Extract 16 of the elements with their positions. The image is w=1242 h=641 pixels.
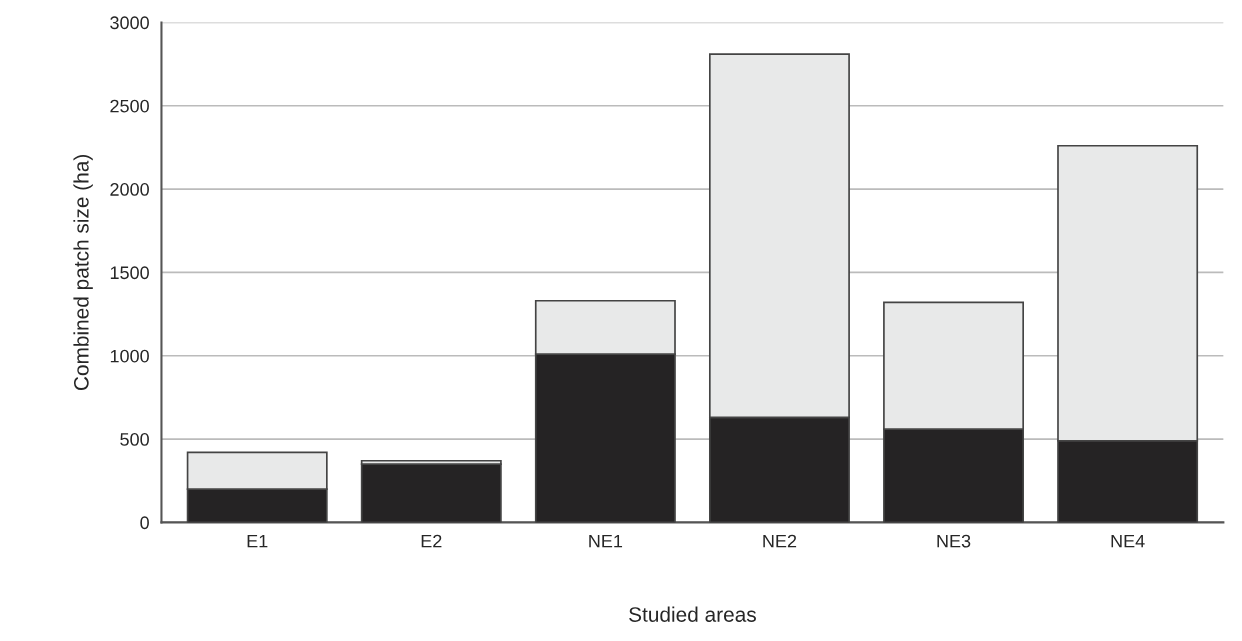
x-tick-label: NE1 xyxy=(589,534,623,548)
x-tick-label: E2 xyxy=(421,534,442,548)
y-tick-label: 1500 xyxy=(110,266,149,280)
y-tick-label: 1000 xyxy=(110,349,149,363)
x-tick-label: NE3 xyxy=(937,534,971,548)
y-tick-label: 3000 xyxy=(110,16,149,30)
x-axis-title: Studied areas xyxy=(629,606,756,622)
y-axis-title: Combined patch size (ha) xyxy=(73,155,93,391)
y-tick-label: 500 xyxy=(120,433,149,446)
y-tick-label: 2000 xyxy=(110,183,149,196)
bar xyxy=(360,463,502,523)
x-tick-label: NE2 xyxy=(763,534,797,548)
y-tick-label: 0 xyxy=(140,516,149,530)
y-tick-label: 2500 xyxy=(110,99,149,113)
x-tick-label: NE4 xyxy=(1111,534,1145,548)
x-tick-label: E1 xyxy=(247,534,268,548)
